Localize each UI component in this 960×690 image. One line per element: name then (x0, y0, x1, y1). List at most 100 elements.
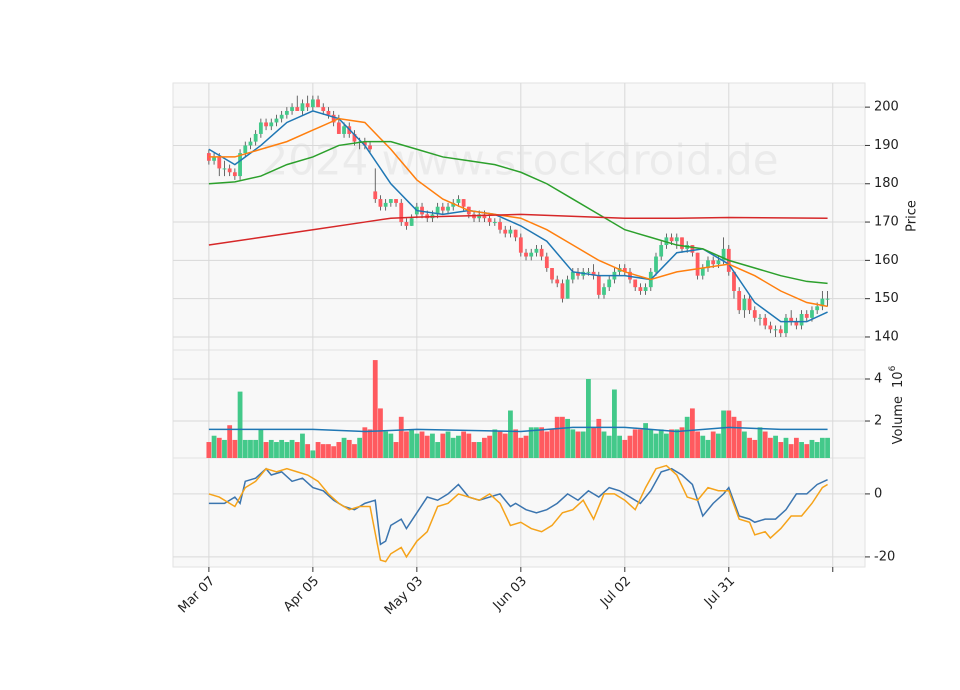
moving-average-line (208, 117, 828, 308)
volume-bar (487, 435, 493, 458)
volume-bar (372, 360, 378, 458)
candle-body (654, 256, 658, 272)
candle-body (222, 168, 227, 170)
volume-multiplier-exponent: 6 (888, 365, 898, 371)
volume-bar (663, 433, 669, 458)
volume-bar (721, 410, 726, 458)
candle-body (420, 206, 424, 215)
candle-body (820, 298, 825, 307)
volume-bar (549, 429, 555, 458)
volume-bar (565, 418, 571, 458)
volume-label: Volume (891, 396, 906, 444)
volume-bar (684, 416, 690, 458)
volume-bar (513, 429, 519, 458)
x-tick-label: May 03 (382, 574, 426, 618)
volume-bar (378, 408, 383, 458)
volume-bar (216, 437, 222, 458)
y-tick-label: 190 (874, 138, 899, 153)
candle-body (737, 291, 742, 311)
volume-bar (544, 431, 550, 458)
volume-bar (248, 439, 253, 458)
candle-body (544, 256, 549, 269)
volume-bar (518, 437, 524, 458)
volume-bar (658, 429, 664, 458)
volume-bar (461, 431, 467, 458)
candle-body (706, 260, 710, 269)
volume-bar (674, 429, 680, 458)
candle-body (794, 321, 799, 326)
volume-bar (253, 439, 259, 458)
candle-body (446, 206, 450, 211)
volume-bar (367, 429, 373, 458)
candle-body (378, 199, 383, 207)
volume-bar (793, 437, 799, 458)
volume-bar (648, 429, 654, 458)
candle-body (321, 107, 326, 111)
volume-bar (778, 442, 784, 458)
y-tick-label: 150 (874, 291, 899, 306)
x-tick-label: Jun 03 (490, 574, 530, 614)
candle-body (243, 145, 248, 154)
moving-average-line (208, 140, 828, 285)
candle-body (799, 313, 804, 326)
volume-bar (315, 442, 321, 458)
candle-body (570, 271, 575, 280)
candle-body (435, 206, 440, 215)
candle-body (492, 222, 497, 224)
candle-body (591, 271, 596, 276)
volume-bar (705, 439, 711, 458)
volume-bar (305, 444, 311, 458)
volume-bar (388, 433, 394, 458)
volume-bar (570, 429, 576, 458)
volume-bar (580, 431, 586, 458)
candle-body (524, 252, 528, 257)
volume-bar (424, 435, 430, 458)
candle-body (622, 268, 627, 272)
candle-body (227, 168, 232, 173)
candle-body (212, 156, 216, 161)
volume-bar (783, 437, 789, 458)
candle-body (305, 103, 310, 108)
candle-body (383, 202, 388, 207)
candle-body (362, 141, 367, 146)
candle-body (810, 310, 814, 318)
volume-bar (357, 437, 363, 458)
candle-body (368, 145, 372, 150)
volume-bar (414, 433, 420, 458)
candle-body (674, 237, 679, 242)
volume-bar (232, 439, 238, 458)
volume-bar (430, 433, 435, 458)
volume-bar (263, 442, 269, 458)
oscillator-line (208, 467, 828, 546)
volume-bar (799, 442, 804, 458)
volume-bar (731, 416, 737, 458)
candle-body (659, 245, 664, 257)
candle-body (586, 271, 591, 273)
candle-body (388, 199, 393, 203)
volume-bar (825, 437, 830, 458)
volume-bar (326, 444, 331, 458)
candle-body (513, 229, 518, 238)
volume-bar (279, 439, 285, 458)
volume-bar (596, 418, 602, 458)
volume-bar (809, 439, 815, 458)
candle-body (560, 283, 565, 299)
volume-bar (528, 427, 534, 458)
volume-bar (497, 431, 503, 458)
candle-body (331, 114, 336, 123)
volume-bar (679, 427, 685, 458)
y-tick-label: 2 (874, 414, 882, 429)
candle-body (373, 191, 378, 200)
candle-body (258, 122, 263, 134)
volume-bar (482, 437, 487, 458)
x-tick-label: Apr 05 (281, 574, 322, 615)
volume-bar (294, 442, 300, 458)
volume-bar (747, 437, 752, 458)
candle-body (295, 107, 300, 111)
volume-bar (320, 444, 326, 458)
volume-bar (211, 435, 217, 458)
volume-bar (710, 431, 716, 458)
candle-body (290, 107, 294, 111)
volume-bar (804, 444, 810, 458)
